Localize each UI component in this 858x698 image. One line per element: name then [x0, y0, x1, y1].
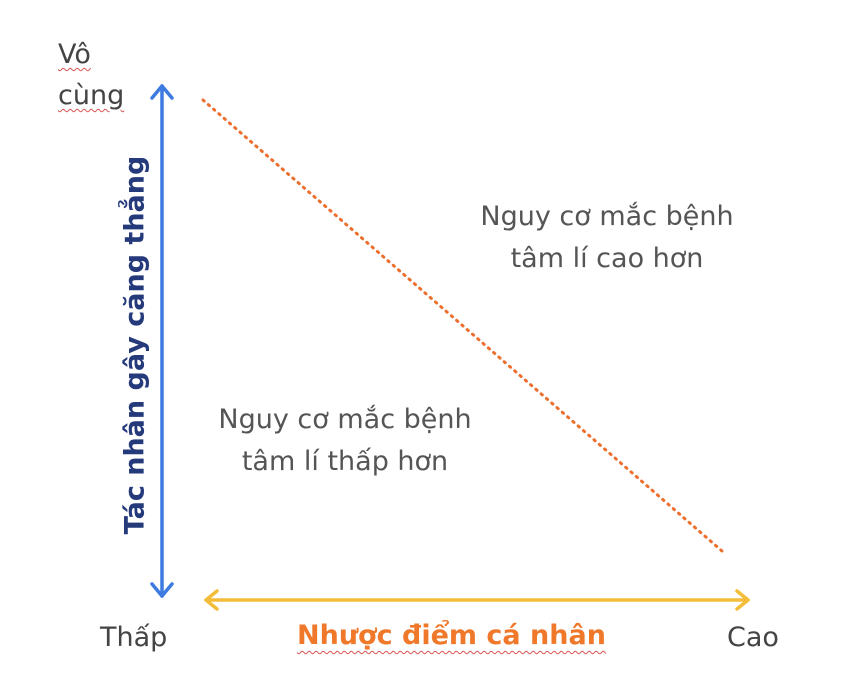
x-axis-title: Nhược điểm cá nhân	[297, 620, 606, 651]
y-axis-max-label-line-2: cùng	[58, 80, 125, 111]
x-axis-high-label: Cao	[727, 622, 779, 653]
higher-risk-line-1: Nguy cơ mắc bệnh	[480, 201, 734, 232]
lower-risk-region-label: Nguy cơ mắc bệnh tâm lí thấp hơn	[190, 399, 500, 483]
y-axis-arrow	[150, 84, 174, 598]
x-axis-low-label: Thấp	[100, 622, 168, 653]
y-axis-max-label-line-1: Vô	[58, 39, 91, 70]
y-axis-title: Tác nhân gây căng thẳng	[119, 155, 151, 535]
lower-risk-line-1: Nguy cơ mắc bệnh	[218, 404, 472, 435]
lower-risk-line-2: tâm lí thấp hơn	[241, 446, 449, 477]
y-axis-max-label: Vô cùng	[58, 34, 158, 116]
higher-risk-line-2: tâm lí cao hơn	[510, 243, 704, 274]
higher-risk-region-label: Nguy cơ mắc bệnh tâm lí cao hơn	[452, 196, 762, 280]
risk-divider-line	[201, 98, 724, 553]
x-axis-arrow	[204, 589, 750, 611]
